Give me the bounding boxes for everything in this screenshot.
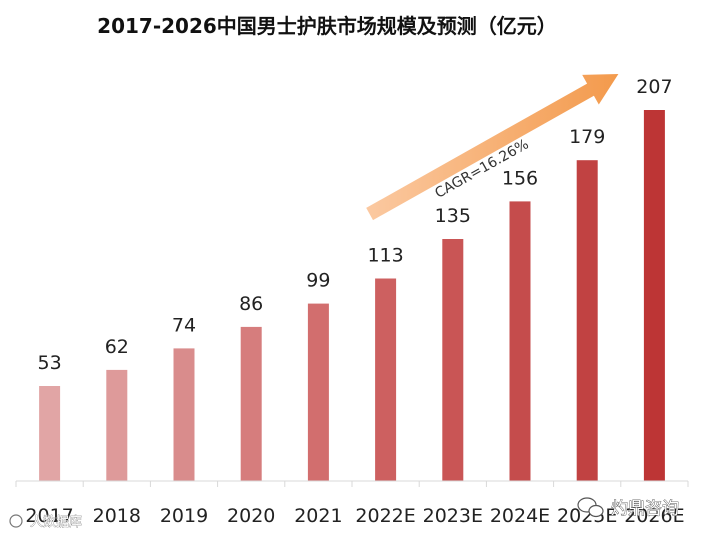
data-label-2024E: 156 bbox=[502, 167, 538, 189]
bar-2021 bbox=[307, 303, 329, 481]
x-tick-label-2017: 2017 bbox=[25, 505, 73, 527]
data-label-2019: 74 bbox=[172, 314, 196, 336]
x-tick-label-2023E: 2023E bbox=[423, 505, 483, 527]
bar-2025E bbox=[576, 160, 598, 481]
bar-2026E bbox=[643, 110, 665, 481]
watermark-left: 人数据库 bbox=[9, 514, 82, 530]
wechat-icon bbox=[577, 497, 604, 518]
x-tick-label-2020: 2020 bbox=[227, 505, 275, 527]
watermark-right: 灼鼎咨询 bbox=[577, 497, 679, 519]
weibo-icon bbox=[9, 514, 23, 528]
x-tick-label-2021: 2021 bbox=[294, 505, 342, 527]
x-tick-label-2018: 2018 bbox=[93, 505, 141, 527]
bar-2017 bbox=[39, 386, 61, 481]
x-tick-label-2022E: 2022E bbox=[355, 505, 415, 527]
data-label-2023E: 135 bbox=[435, 205, 471, 227]
bar-2020 bbox=[240, 326, 262, 481]
data-label-2018: 62 bbox=[105, 336, 129, 358]
x-axis: 2017 2018 2019 2020 2021 2022E 2023E 2024E 2025E… bbox=[15, 480, 689, 527]
data-label-2022E: 113 bbox=[367, 245, 403, 267]
watermark-right-text: 灼鼎咨询 bbox=[611, 499, 679, 519]
x-tick-label-2019: 2019 bbox=[160, 505, 208, 527]
watermark-left-text: 人数据库 bbox=[30, 514, 82, 530]
x-tick-label-2026E: 2026E bbox=[624, 505, 684, 527]
bar-2018 bbox=[106, 369, 128, 481]
data-label-2025E: 179 bbox=[569, 126, 605, 148]
data-label-2017: 53 bbox=[38, 352, 62, 374]
bar-2023E bbox=[442, 239, 464, 481]
bar-2024E bbox=[509, 201, 531, 481]
data-label-2020: 86 bbox=[239, 293, 263, 315]
data-label-2026E: 207 bbox=[636, 76, 672, 98]
cagr-arrow-shape bbox=[366, 74, 619, 221]
data-label-2021: 99 bbox=[306, 270, 330, 292]
bar-2019 bbox=[173, 348, 195, 481]
bar-series bbox=[39, 110, 665, 481]
data-labels: 53 62 74 86 99 113 135 156 179 207 bbox=[38, 76, 673, 374]
x-tick-label-2024E: 2024E bbox=[490, 505, 550, 527]
bar-2022E bbox=[375, 278, 397, 481]
chart-title: 2017-2026中国男士护肤市场规模及预测（亿元） bbox=[97, 14, 557, 38]
